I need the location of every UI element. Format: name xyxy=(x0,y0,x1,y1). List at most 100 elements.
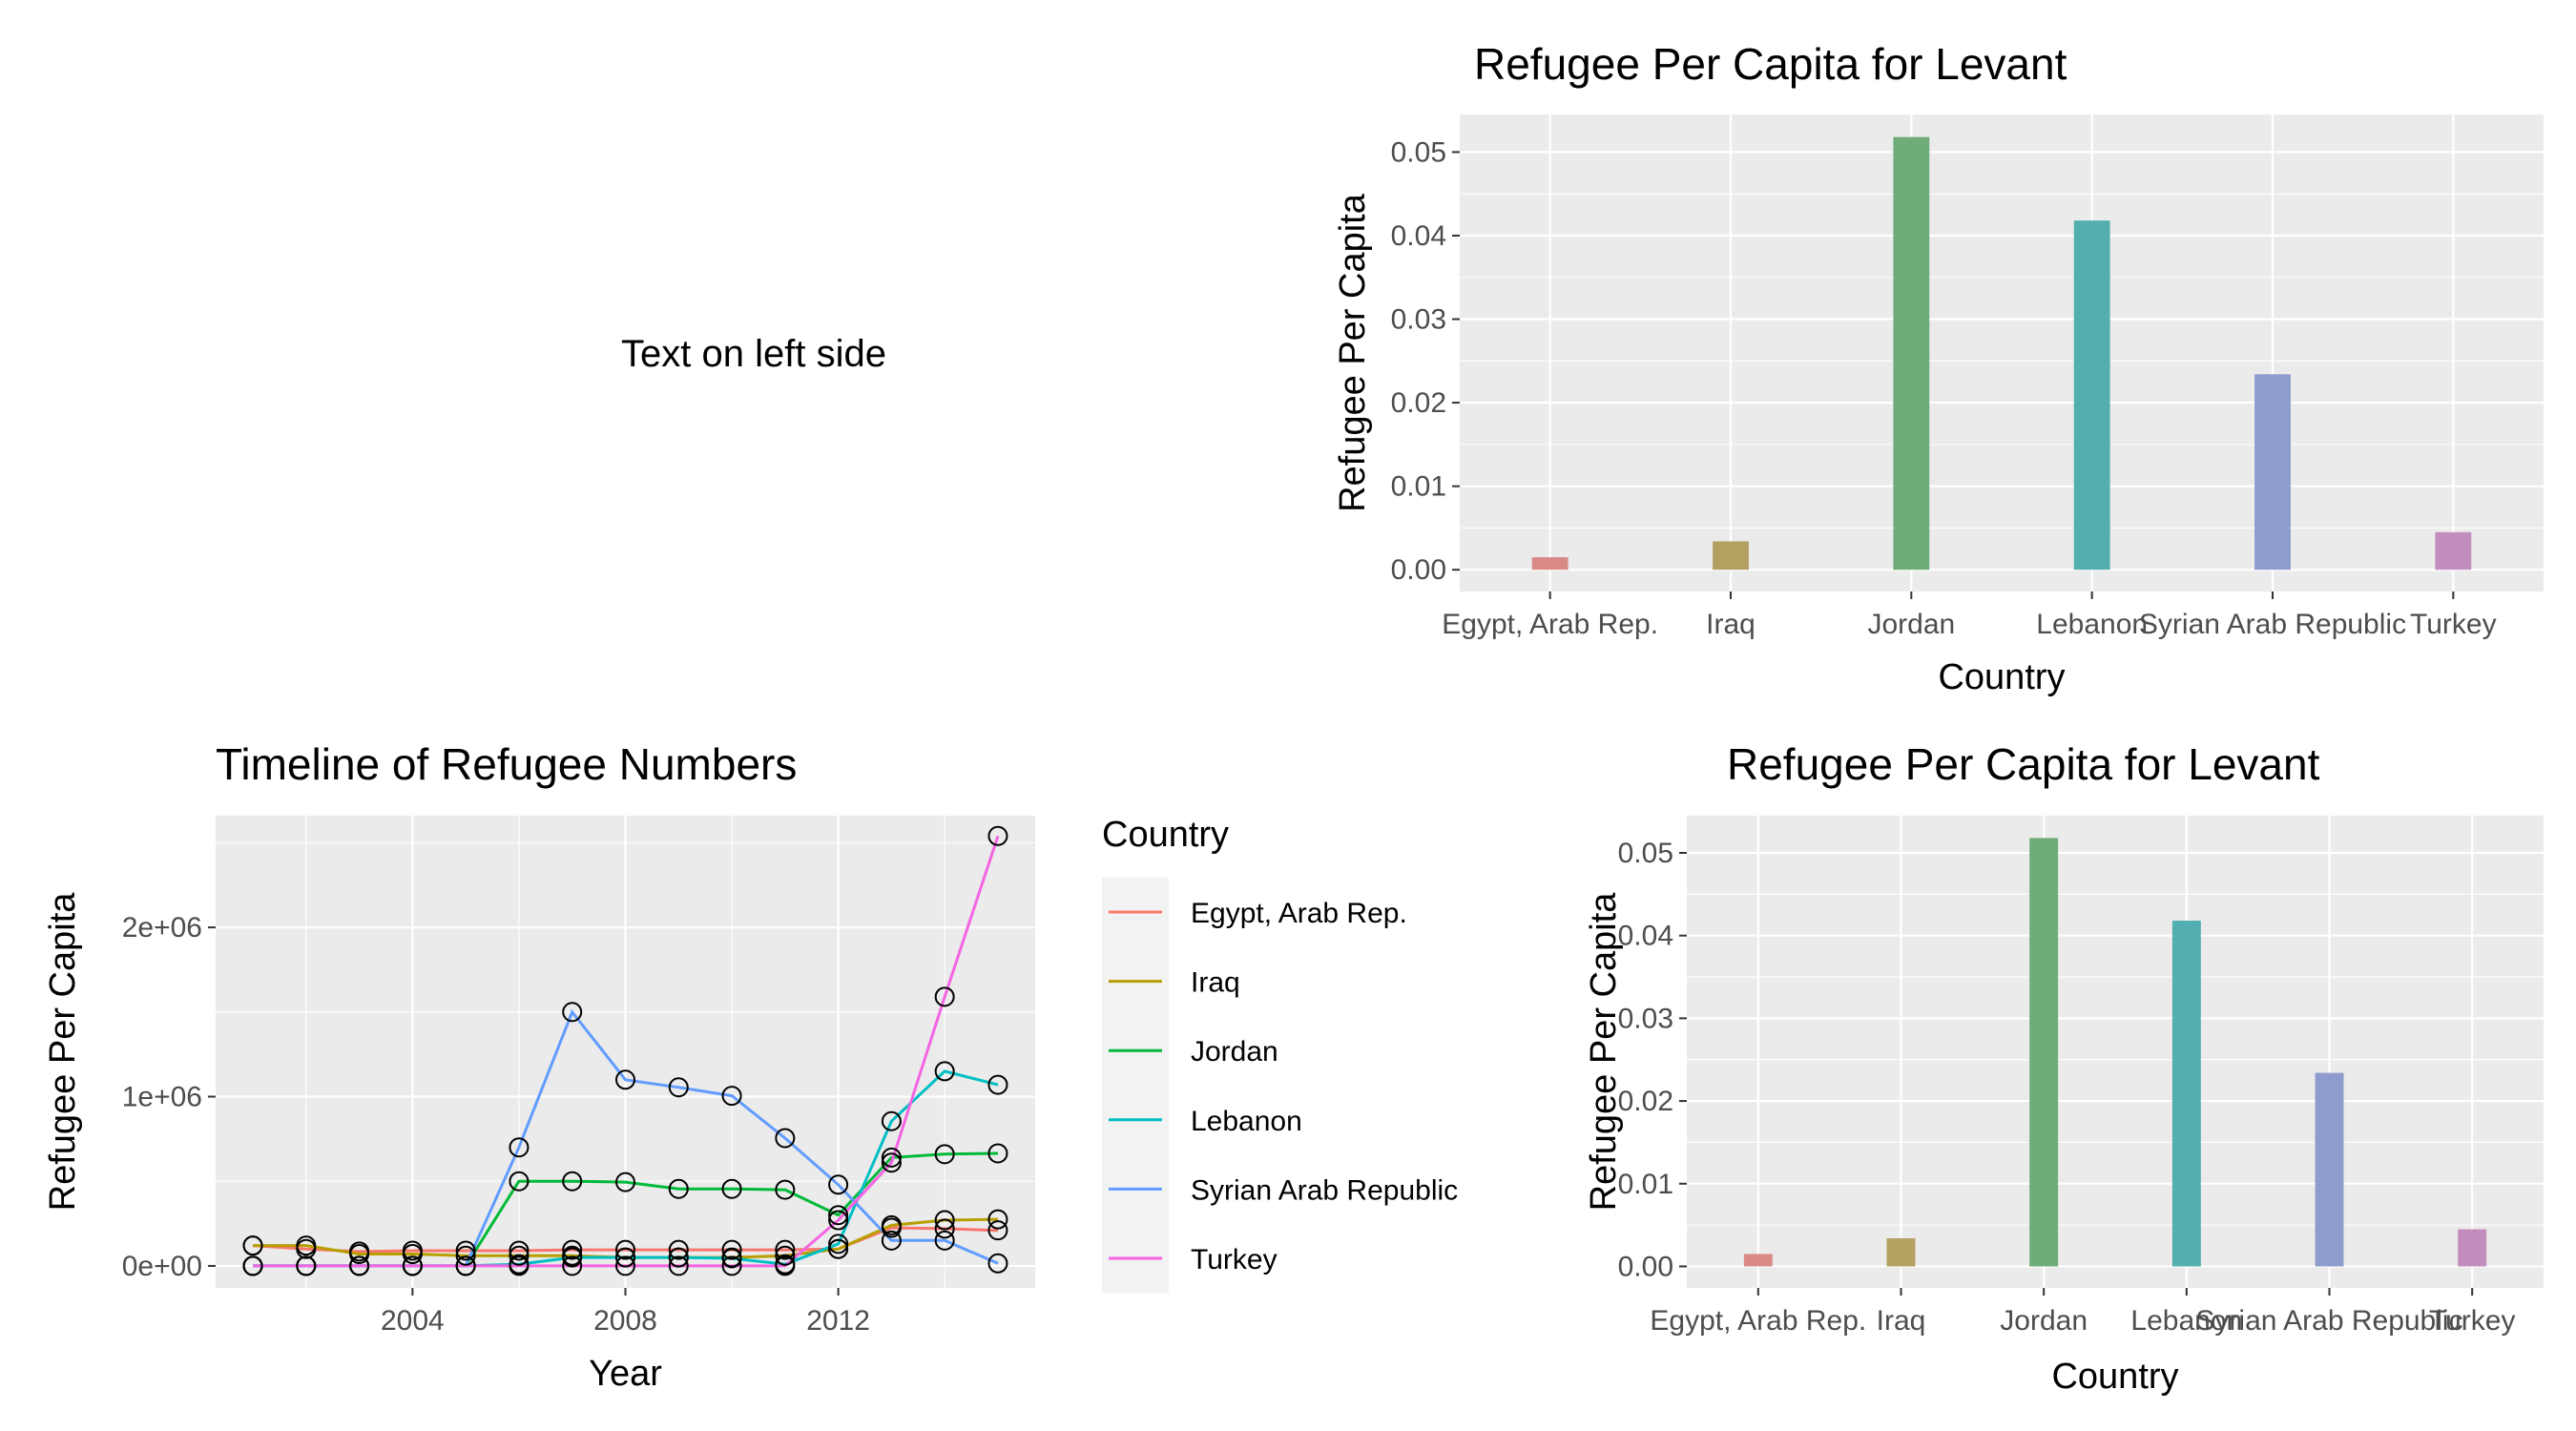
x-tick-label: Egypt, Arab Rep. xyxy=(1650,1305,1866,1337)
y-tick-label: 0.05 xyxy=(1391,136,1446,168)
x-tick-label: Turkey xyxy=(2410,609,2497,640)
data-point xyxy=(296,1235,317,1256)
data-point xyxy=(934,1210,955,1231)
bar xyxy=(2254,374,2291,570)
data-point xyxy=(881,1110,902,1131)
data-point xyxy=(881,1147,902,1168)
x-tick-label: Lebanon xyxy=(2036,609,2148,640)
data-point xyxy=(775,1255,796,1276)
y-tick-label: 0.02 xyxy=(1391,387,1446,419)
data-point xyxy=(828,1234,849,1255)
bar xyxy=(2073,220,2110,570)
data-point xyxy=(668,1178,689,1199)
plot-panel xyxy=(1460,114,2544,591)
y-tick-label: 0.00 xyxy=(1618,1251,1673,1282)
data-point xyxy=(668,1239,689,1260)
x-tick-label: Syrian Arab Republic xyxy=(2139,609,2406,640)
data-point xyxy=(668,1255,689,1276)
data-point xyxy=(721,1248,742,1269)
data-point xyxy=(721,1086,742,1107)
y-axis-title: Refugee Per Capita xyxy=(1333,193,1373,512)
data-point xyxy=(987,1209,1008,1230)
data-point xyxy=(775,1128,796,1149)
x-tick-label: 2008 xyxy=(593,1305,657,1337)
data-point xyxy=(987,1074,1008,1095)
bar xyxy=(1886,1237,1916,1267)
x-axis-title: Year xyxy=(589,1354,662,1394)
data-point xyxy=(668,1247,689,1268)
y-tick-label: 0.05 xyxy=(1618,838,1673,869)
y-axis-title: Refugee Per Capita xyxy=(1584,892,1624,1212)
chart-title: Refugee Per Capita for Levant xyxy=(1474,39,2067,89)
data-point xyxy=(934,1230,955,1251)
x-tick-label: Turkey xyxy=(2429,1305,2516,1337)
y-tick-label: 0e+00 xyxy=(122,1251,202,1282)
data-point xyxy=(881,1230,902,1251)
data-point xyxy=(455,1240,476,1261)
data-point xyxy=(828,1174,849,1195)
data-point xyxy=(721,1255,742,1276)
legend-title: Country xyxy=(1102,815,1229,855)
y-tick-label: 1e+06 xyxy=(122,1082,202,1113)
data-point xyxy=(828,1205,849,1226)
data-point xyxy=(828,1210,849,1231)
x-tick-label: Iraq xyxy=(1877,1305,1926,1337)
data-point xyxy=(668,1077,689,1098)
data-point xyxy=(455,1245,476,1266)
data-point xyxy=(562,1247,583,1268)
data-point xyxy=(775,1239,796,1260)
data-point xyxy=(775,1179,796,1200)
data-point xyxy=(242,1255,263,1276)
chart-title: Refugee Per Capita for Levant xyxy=(1727,739,2320,789)
data-point xyxy=(562,1239,583,1260)
y-tick-label: 0.01 xyxy=(1618,1169,1673,1200)
data-point xyxy=(987,1220,1008,1241)
bar xyxy=(2458,1229,2487,1267)
data-point xyxy=(349,1244,370,1265)
data-point xyxy=(881,1214,902,1235)
free-text-left: Text on left side xyxy=(621,333,886,375)
data-point xyxy=(934,1061,955,1082)
legend-label: Jordan xyxy=(1191,1036,1278,1068)
data-point xyxy=(402,1244,423,1265)
data-point xyxy=(987,1143,1008,1164)
x-axis-title: Country xyxy=(2051,1357,2178,1397)
x-tick-label: Iraq xyxy=(1706,609,1755,640)
data-point xyxy=(455,1255,476,1276)
data-point xyxy=(934,986,955,1007)
bar xyxy=(2029,838,2059,1267)
x-tick-label: Lebanon xyxy=(2130,1305,2242,1337)
bar-chart-top: 0.00 0.01 0.02 0.03 0.04 0.05 Egypt, Arab Rep.… xyxy=(1333,39,2544,697)
legend-label: Lebanon xyxy=(1191,1106,1302,1137)
data-point xyxy=(615,1172,635,1192)
bar xyxy=(1743,1254,1773,1267)
bar xyxy=(2435,531,2472,570)
y-tick-label: 2e+06 xyxy=(122,912,202,944)
legend-label: Iraq xyxy=(1191,967,1240,999)
y-tick-label: 0.00 xyxy=(1391,554,1446,586)
x-tick-label: 2012 xyxy=(806,1305,870,1337)
data-point xyxy=(934,1144,955,1165)
data-point xyxy=(934,1218,955,1239)
data-point xyxy=(881,1152,902,1173)
data-point xyxy=(615,1247,635,1268)
data-point xyxy=(721,1178,742,1199)
x-tick-label: Jordan xyxy=(1867,609,1955,640)
x-tick-label: Jordan xyxy=(2000,1305,2088,1337)
y-tick-label: 0.03 xyxy=(1391,304,1446,336)
bar xyxy=(1893,136,1930,570)
plot-panel xyxy=(1687,816,2544,1288)
data-point xyxy=(775,1245,796,1266)
x-axis-title: Country xyxy=(1938,657,2065,697)
data-point xyxy=(562,1255,583,1276)
x-tick-label: Syrian Arab Republic xyxy=(2195,1305,2462,1337)
data-point xyxy=(987,1253,1008,1274)
data-point xyxy=(242,1235,263,1256)
data-point xyxy=(828,1238,849,1259)
data-point xyxy=(509,1245,530,1266)
data-point xyxy=(509,1137,530,1158)
data-point xyxy=(987,825,1008,846)
data-point xyxy=(509,1171,530,1192)
data-point xyxy=(349,1255,370,1276)
